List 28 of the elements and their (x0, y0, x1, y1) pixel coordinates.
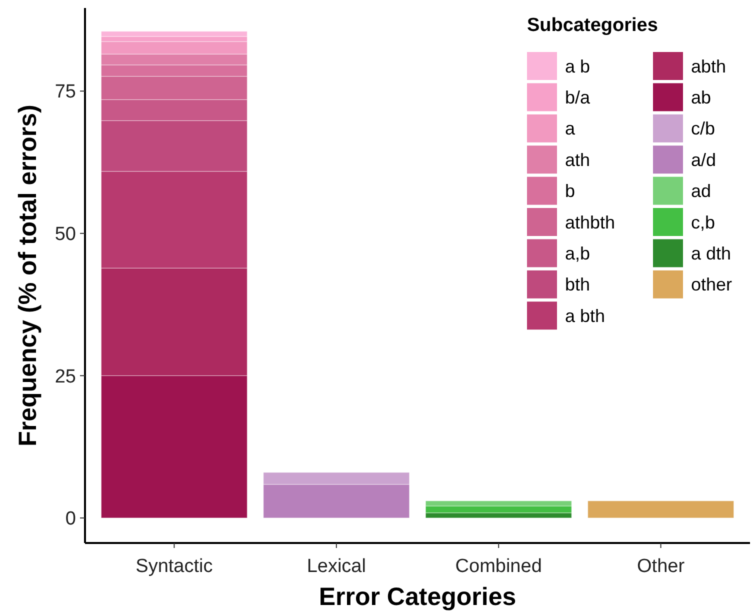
legend-label: abth (691, 56, 726, 76)
legend-label: b (565, 181, 576, 202)
legend-title: Subcategories (527, 15, 658, 36)
x-tick-label: Syntactic (136, 556, 213, 577)
legend-label: c/b (691, 118, 716, 139)
legend-label: c,b (691, 212, 716, 232)
legend-label: a/d (691, 150, 716, 170)
legend-label: a b (565, 56, 590, 76)
legend-label: a bth (565, 306, 606, 326)
x-tick-label: Other (637, 556, 686, 577)
legend-label: other (691, 274, 732, 295)
y-tick-label: 25 (54, 366, 76, 388)
legend-label: a,b (565, 244, 590, 264)
legend-label: ath (565, 150, 590, 170)
legend-label: a dth (691, 244, 732, 264)
legend-label: ab (691, 88, 712, 108)
legend-label: ad (691, 181, 712, 202)
legend-label: bth (565, 274, 590, 295)
legend-label: b/a (565, 88, 592, 108)
legend-label: athbth (565, 212, 616, 232)
y-tick-label: 0 (65, 508, 76, 530)
x-tick-label: Lexical (306, 556, 366, 577)
legend-label: a (565, 118, 576, 139)
x-tick-label: Combined (455, 556, 542, 577)
y-tick-label: 50 (54, 224, 76, 246)
y-axis-title: Frequency (% of total errors) (14, 104, 42, 446)
x-axis-title: Error Categories (318, 583, 516, 611)
y-tick-label: 75 (54, 82, 76, 103)
